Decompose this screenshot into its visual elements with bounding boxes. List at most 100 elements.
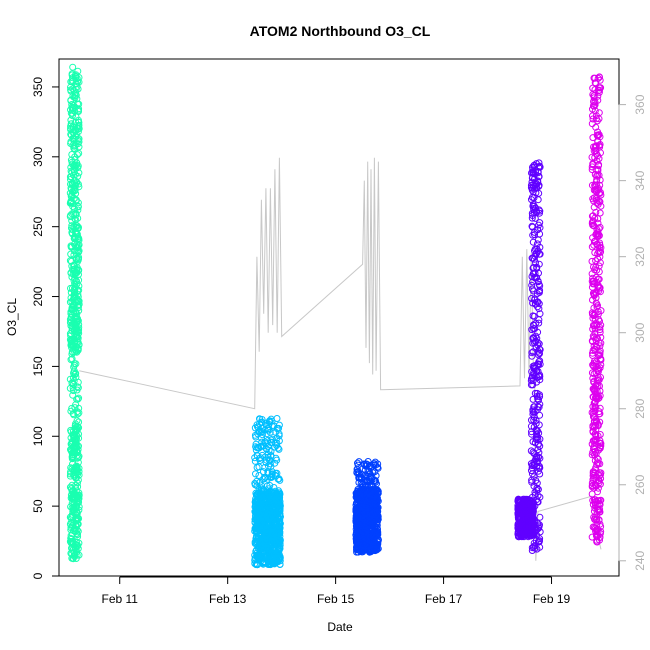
data-point-series-5 [533,184,541,192]
data-point-series-6 [592,147,600,155]
data-point-series-3 [365,470,373,478]
data-point-series-1 [71,182,79,190]
data-point-series-1 [69,63,77,71]
data-point-series-6 [595,131,603,139]
data-point-series-5 [535,159,543,167]
data-point-series-3 [360,460,368,468]
data-point-series-6 [595,197,603,205]
data-point-series-6 [591,101,599,109]
data-point-series-1 [73,514,81,522]
data-point-series-1 [66,538,74,546]
data-point-series-5 [532,420,540,427]
data-point-series-1 [73,469,81,477]
data-point-series-2 [274,504,282,512]
data-point-series-5 [529,202,537,210]
data-point-series-3 [368,526,376,534]
data-point-series-1 [74,328,82,336]
data-point-series-1 [68,448,75,455]
data-point-series-1 [72,210,80,218]
data-point-series-4 [523,497,531,505]
data-point-series-1 [68,229,76,237]
data-point-series-5 [530,312,538,320]
data-point-series-2 [272,454,280,462]
data-point-series-6 [592,388,600,396]
data-point-series-6 [596,248,604,256]
data-point-series-6 [597,442,605,450]
data-point-series-5 [533,366,541,374]
data-point-series-1 [72,71,80,79]
data-point-series-3 [374,489,382,497]
chart-title: ATOM2 Northbound O3_CL [250,23,431,39]
data-point-series-5 [529,522,537,530]
data-point-series-6 [597,307,605,315]
data-point-series-1 [70,93,78,101]
data-point-series-6 [594,351,602,359]
data-point-series-6 [595,408,603,416]
data-point-series-5 [529,339,537,347]
data-point-series-2 [267,473,275,481]
data-point-series-3 [352,514,360,522]
data-point-series-6 [595,155,603,163]
data-point-series-6 [596,328,604,336]
data-point-series-5 [536,282,544,290]
data-point-series-5 [532,433,540,441]
data-point-series-2 [261,504,269,512]
data-point-series-3 [370,543,377,551]
data-point-series-1 [71,145,79,153]
data-point-series-2 [252,470,259,478]
data-point-series-3 [368,537,376,545]
data-point-series-2 [252,523,260,531]
data-point-series-1 [73,516,81,524]
data-point-series-5 [530,450,538,457]
data-point-series-1 [75,135,83,143]
data-point-series-2 [271,487,279,495]
x-tick-label: Feb 15 [317,592,355,606]
data-point-series-3 [361,540,369,548]
data-point-series-3 [361,516,369,524]
data-point-series-5 [534,395,542,403]
data-point-series-2 [253,464,261,471]
data-point-series-2 [252,528,260,536]
data-point-series-5 [531,228,538,236]
data-point-series-3 [372,528,380,536]
data-point-series-6 [594,200,602,208]
data-point-series-2 [266,460,274,468]
data-point-series-5 [532,180,540,187]
y2-tick-label: 300 [633,322,647,342]
data-point-series-1 [70,293,78,301]
data-point-series-1 [73,338,81,346]
data-point-series-6 [589,361,597,369]
data-point-series-1 [67,87,75,95]
data-point-series-2 [265,485,273,493]
y-tick-label: 0 [31,572,45,579]
data-point-series-1 [72,317,80,325]
data-point-series-1 [69,495,77,502]
data-point-series-2 [266,418,274,425]
data-point-series-2 [259,534,267,542]
data-point-series-5 [529,270,537,278]
data-point-series-5 [528,544,536,552]
data-point-series-2 [253,490,261,498]
data-point-series-3 [370,461,378,469]
data-point-series-2 [256,428,264,436]
data-point-series-5 [535,358,543,366]
data-point-series-1 [70,551,78,559]
data-point-series-6 [594,132,602,140]
data-point-series-3 [374,460,382,468]
data-point-series-1 [74,287,82,295]
data-point-series-5 [531,502,539,510]
y2-tick-label: 360 [633,94,647,114]
data-point-series-6 [592,142,600,150]
data-point-series-6 [589,91,597,98]
data-point-series-1 [75,418,83,426]
data-point-series-4 [515,529,523,537]
data-point-series-1 [70,377,78,385]
data-point-series-5 [530,531,538,539]
data-point-series-1 [68,485,75,493]
data-point-series-2 [252,533,260,541]
data-point-series-2 [261,474,269,482]
data-point-series-6 [596,536,603,544]
data-point-series-3 [363,498,371,506]
data-point-series-5 [528,174,536,182]
data-point-series-3 [372,478,380,486]
